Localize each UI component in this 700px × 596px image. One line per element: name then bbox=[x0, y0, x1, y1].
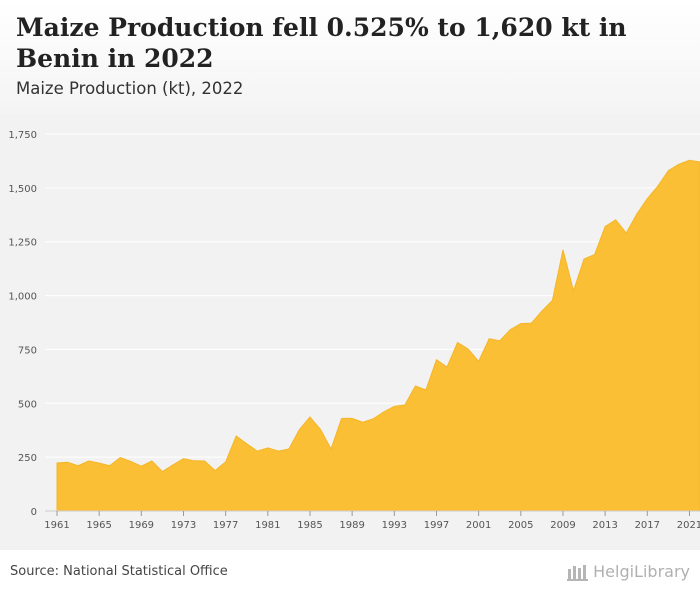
brand-logo: HelgiLibrary bbox=[567, 562, 690, 581]
x-tick-label: 2005 bbox=[508, 520, 533, 531]
chart-footer: Source: National Statistical Office Helg… bbox=[0, 550, 700, 596]
x-tick-label: 2013 bbox=[592, 520, 617, 531]
area-series bbox=[56, 159, 700, 512]
x-tick-label: 2017 bbox=[635, 520, 660, 531]
y-tick-label: 1,000 bbox=[8, 292, 37, 303]
y-tick-label: 0 bbox=[31, 507, 37, 518]
x-tick-label: 1989 bbox=[339, 520, 364, 531]
x-tick-label: 1985 bbox=[297, 520, 322, 531]
y-axis: 0 250 500 750 1,000 1,250 1,500 1,750 bbox=[8, 130, 37, 518]
grid-lines bbox=[45, 133, 700, 512]
y-tick-label: 1,750 bbox=[8, 130, 37, 141]
x-tick-label: 1977 bbox=[213, 520, 238, 531]
x-tick-label: 2009 bbox=[550, 520, 575, 531]
chart-header: Maize Production fell 0.525% to 1,620 kt… bbox=[0, 0, 700, 114]
chart-subtitle: Maize Production (kt), 2022 bbox=[16, 79, 244, 98]
y-tick-label: 250 bbox=[18, 453, 37, 464]
x-tick-label: 1981 bbox=[255, 520, 280, 531]
x-tick-label: 1973 bbox=[171, 520, 196, 531]
plot-area: 0 250 500 750 1,000 1,250 1,500 1,750 1961 1965 1… bbox=[0, 114, 700, 550]
y-tick-label: 750 bbox=[18, 345, 37, 356]
x-tick-label: 1961 bbox=[44, 520, 69, 531]
production-area bbox=[56, 159, 700, 512]
x-tick-label: 1997 bbox=[424, 520, 449, 531]
x-tick-label: 2021 bbox=[677, 520, 700, 531]
library-building-icon bbox=[567, 564, 589, 581]
source-note: Source: National Statistical Office bbox=[10, 564, 228, 579]
x-tick-label: 1993 bbox=[382, 520, 407, 531]
x-tick-label: 1969 bbox=[129, 520, 154, 531]
chart-title: Maize Production fell 0.525% to 1,620 kt… bbox=[16, 13, 627, 73]
y-tick-label: 1,250 bbox=[8, 238, 37, 249]
y-tick-label: 1,500 bbox=[8, 184, 37, 195]
brand-name: HelgiLibrary bbox=[593, 562, 690, 581]
y-tick-label: 500 bbox=[18, 399, 37, 410]
x-tick-label: 2001 bbox=[466, 520, 491, 531]
x-tick-label: 1965 bbox=[86, 520, 111, 531]
x-axis: 1961 1965 1969 1973 1977 1981 1985 1989 1993 1997… bbox=[44, 510, 700, 531]
